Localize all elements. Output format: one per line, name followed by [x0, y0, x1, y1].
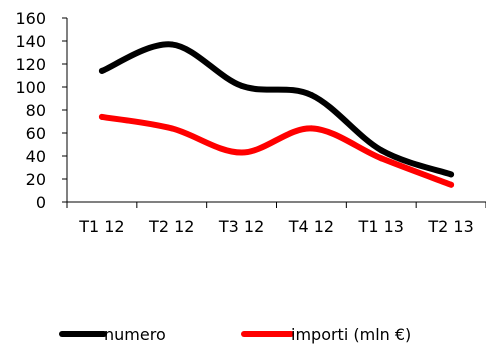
data-point: [238, 82, 245, 89]
data-point: [448, 171, 455, 178]
series-0: [98, 41, 455, 178]
data-point: [448, 181, 455, 188]
legend-item: importi (mln €): [241, 325, 411, 344]
legend-label: importi (mln €): [291, 325, 411, 344]
data-point: [98, 113, 105, 120]
series-layer: [98, 41, 455, 188]
y-tick-label: 140: [15, 32, 46, 51]
axes: 0 20 40 60 80 100 120 140 160 T1 12 T2 12 T3 12 T4 1…: [15, 9, 486, 236]
data-point: [308, 92, 315, 99]
legend-label: numero: [104, 325, 166, 344]
y-tick-label: 80: [26, 101, 46, 120]
data-point: [308, 125, 315, 132]
y-tick-label: 40: [26, 147, 46, 166]
x-tick-label: T2 12: [148, 217, 194, 236]
x-tick-label: T3 12: [218, 217, 264, 236]
y-tick-label: 60: [26, 124, 46, 143]
data-point: [168, 125, 175, 132]
data-point: [378, 147, 385, 154]
y-tick-label: 160: [15, 9, 46, 28]
x-tick-label: T2 13: [427, 217, 473, 236]
y-tick-label: 0: [36, 193, 46, 212]
x-tick-label: T4 12: [288, 217, 334, 236]
data-point: [238, 149, 245, 156]
y-tick-label: 100: [15, 78, 46, 97]
y-tick-label: 120: [15, 55, 46, 74]
x-tick-label: T1 13: [358, 217, 404, 236]
data-point: [168, 41, 175, 48]
y-tick-label: 20: [26, 170, 46, 189]
data-point: [98, 67, 105, 74]
x-tick-label: T1 12: [78, 217, 124, 236]
series-line: [98, 41, 455, 178]
series-line: [98, 113, 455, 188]
series-1: [98, 113, 455, 188]
data-point: [378, 155, 385, 162]
legend-item: numero: [59, 325, 166, 344]
legend: numero importi (mln €): [59, 325, 411, 344]
